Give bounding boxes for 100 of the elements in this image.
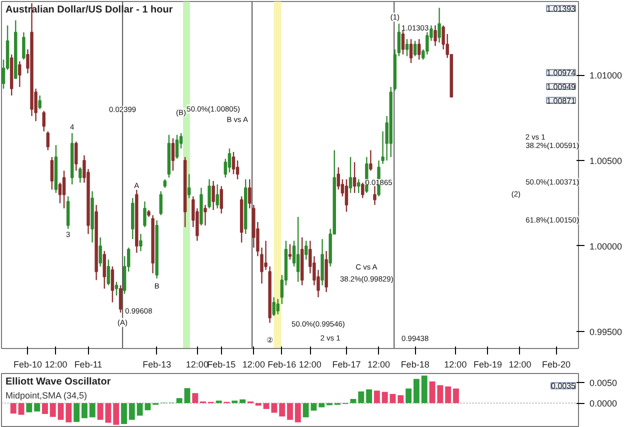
candlestick xyxy=(228,148,232,174)
candlestick xyxy=(212,180,215,211)
candlestick xyxy=(118,284,122,314)
bar xyxy=(192,393,198,404)
bar xyxy=(89,403,96,418)
candlestick xyxy=(46,130,50,151)
bar xyxy=(287,403,293,420)
candlestick xyxy=(74,141,78,172)
x-tick-label: 12:00 xyxy=(508,360,532,370)
candlestick xyxy=(373,186,376,206)
bar xyxy=(453,388,459,404)
y-tick-label: 0.99500 xyxy=(590,326,622,337)
candlestick xyxy=(409,38,413,64)
candlestick xyxy=(78,166,82,184)
y-tick-label: 0.0000 xyxy=(590,398,618,409)
candlestick xyxy=(413,40,417,57)
candlestick xyxy=(296,216,300,282)
bar xyxy=(255,403,262,406)
candlestick xyxy=(276,298,280,315)
candlestick xyxy=(18,60,22,88)
candlestick xyxy=(66,196,70,230)
candlestick xyxy=(143,200,146,228)
bar xyxy=(318,403,325,408)
bar xyxy=(279,403,286,416)
candlestick xyxy=(352,162,356,194)
candlestick xyxy=(62,170,66,209)
candlestick xyxy=(232,151,236,175)
candlestick xyxy=(236,160,240,180)
bar xyxy=(176,398,182,404)
bar xyxy=(136,403,143,416)
x-tick-label: 12:00 xyxy=(368,360,390,370)
x-tick-label: 12:00 xyxy=(44,360,68,370)
bar xyxy=(390,394,396,404)
candlestick xyxy=(304,240,308,260)
candlestick xyxy=(208,178,211,209)
x-tick-label: 12:00 xyxy=(298,360,322,370)
x-tick-label: Feb-10 xyxy=(13,360,42,370)
candlestick xyxy=(38,94,42,110)
bar xyxy=(121,403,127,424)
candlestick xyxy=(42,110,46,132)
annotation: 1.00974 xyxy=(546,68,576,78)
candlestick xyxy=(188,174,191,199)
y-tick-label: 1.00500 xyxy=(590,156,622,166)
candlestick xyxy=(361,182,364,199)
candlestick xyxy=(288,244,292,260)
bar xyxy=(50,403,56,417)
annotation: 1.00949 xyxy=(546,82,576,92)
bar xyxy=(398,395,404,404)
candlestick xyxy=(106,259,110,286)
candlestick xyxy=(204,204,207,226)
candlestick xyxy=(369,150,372,172)
x-tick-label: Feb-17 xyxy=(332,360,361,370)
bar xyxy=(82,403,88,418)
y-tick-label: 1.01000 xyxy=(590,70,622,80)
bar xyxy=(382,392,388,404)
y-tick-label: 0.0050 xyxy=(590,378,618,388)
x-tick-label: Feb-11 xyxy=(74,360,102,370)
candlestick xyxy=(98,236,102,268)
candlestick xyxy=(102,250,106,290)
candlestick xyxy=(110,266,114,303)
candlestick xyxy=(171,138,175,172)
x-tick-label: Feb-20 xyxy=(542,360,571,370)
x-tick-label: Feb-13 xyxy=(142,360,172,370)
candlestick xyxy=(438,7,441,44)
bar xyxy=(374,390,380,404)
candlestick xyxy=(139,233,142,252)
candlestick xyxy=(159,190,162,216)
candlestick xyxy=(264,240,268,270)
annotation: 1.01393 xyxy=(546,4,576,14)
candlestick xyxy=(356,178,360,194)
bar xyxy=(128,403,135,420)
annotation: 1.00871 xyxy=(546,96,576,106)
candlestick xyxy=(216,184,219,209)
bar xyxy=(421,376,428,404)
candlestick xyxy=(50,156,54,190)
candlestick xyxy=(418,38,421,60)
candlestick xyxy=(220,186,224,214)
candlestick xyxy=(401,30,405,56)
x-tick-label: 12:00 xyxy=(444,360,467,370)
annotation: 0.0035 xyxy=(551,382,576,391)
bar xyxy=(232,400,238,404)
x-tick-label: 12:00 xyxy=(242,360,265,370)
candlestick xyxy=(336,166,340,190)
bar xyxy=(184,388,190,404)
bar xyxy=(144,403,151,410)
candlestick xyxy=(397,23,401,57)
bar xyxy=(445,386,452,404)
bar xyxy=(294,403,301,422)
candlestick xyxy=(405,38,409,57)
x-tick-label: Feb-18 xyxy=(400,360,430,370)
y-tick-label: 1.00000 xyxy=(590,241,622,252)
candlestick xyxy=(344,178,348,212)
chart-title: Elliott Wave Oscillator xyxy=(6,376,111,388)
bar xyxy=(18,403,24,415)
bar xyxy=(366,389,372,404)
x-tick-label: Feb-16 xyxy=(268,360,296,370)
bar xyxy=(429,381,436,404)
bar xyxy=(358,391,364,404)
candlestick xyxy=(434,24,437,47)
x-tick-label: Feb-15 xyxy=(207,360,236,370)
